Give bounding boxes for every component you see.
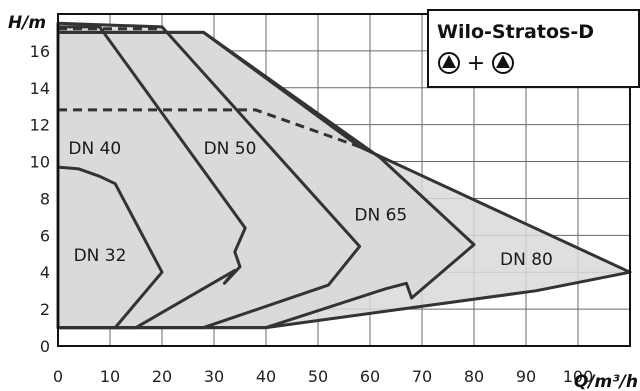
- y-tick-label: 12: [30, 116, 50, 135]
- x-tick-label: 20: [152, 367, 172, 386]
- curve-label-dn-80: DN 80: [500, 250, 553, 270]
- y-tick-label: 16: [30, 42, 50, 61]
- y-tick-label: 14: [30, 79, 50, 98]
- x-tick-label: 70: [412, 367, 432, 386]
- curve-labels: DN 32 DN 40 DN 50 DN 65 DN 80: [68, 139, 552, 270]
- x-axis-label: Q/m³/h: [574, 372, 638, 391]
- x-tick-label: 50: [308, 367, 328, 386]
- plot-frame: [57, 13, 631, 347]
- x-tick-label: 80: [464, 367, 484, 386]
- dashed-curves: [58, 27, 361, 149]
- curve-label-dn-40: DN 40: [68, 139, 121, 159]
- x-tick-label: 30: [204, 367, 224, 386]
- curve-label-dn-65: DN 65: [354, 206, 407, 226]
- x-tick-label: 0: [53, 367, 63, 386]
- x-tick-label: 60: [360, 367, 380, 386]
- y-tick-label: 8: [40, 189, 50, 208]
- y-axis-label: H/m: [8, 13, 46, 33]
- dashed-curve: [58, 108, 361, 149]
- x-tick-label: 100: [563, 367, 594, 386]
- x-tick-label: 10: [100, 367, 120, 386]
- curve-dn-80: [56, 30, 632, 330]
- tick-labels: 0 10 20 30 40 50 60 70 80 90 100 0 2 4 6 8 10 12 14 16: [30, 42, 594, 386]
- y-tick-label: 2: [40, 300, 50, 319]
- pump-symbol-icon: [438, 52, 460, 74]
- y-tick-label: 6: [40, 226, 50, 245]
- legend-box: Wilo-Stratos-D +: [427, 9, 640, 88]
- curve-label-dn-32: DN 32: [74, 246, 127, 266]
- area-dn-32: [58, 167, 162, 328]
- curve-label-dn-50: DN 50: [204, 139, 257, 159]
- pump-symbol-icon: [492, 52, 514, 74]
- legend-title: Wilo-Stratos-D: [437, 21, 594, 43]
- y-tick-label: 10: [30, 153, 50, 172]
- x-tick-label: 90: [516, 367, 536, 386]
- y-tick-label: 4: [40, 263, 50, 282]
- x-tick-label: 40: [256, 367, 276, 386]
- y-tick-label: 0: [40, 337, 50, 356]
- legend-plus: +: [467, 51, 485, 76]
- legend-frame: [427, 9, 640, 88]
